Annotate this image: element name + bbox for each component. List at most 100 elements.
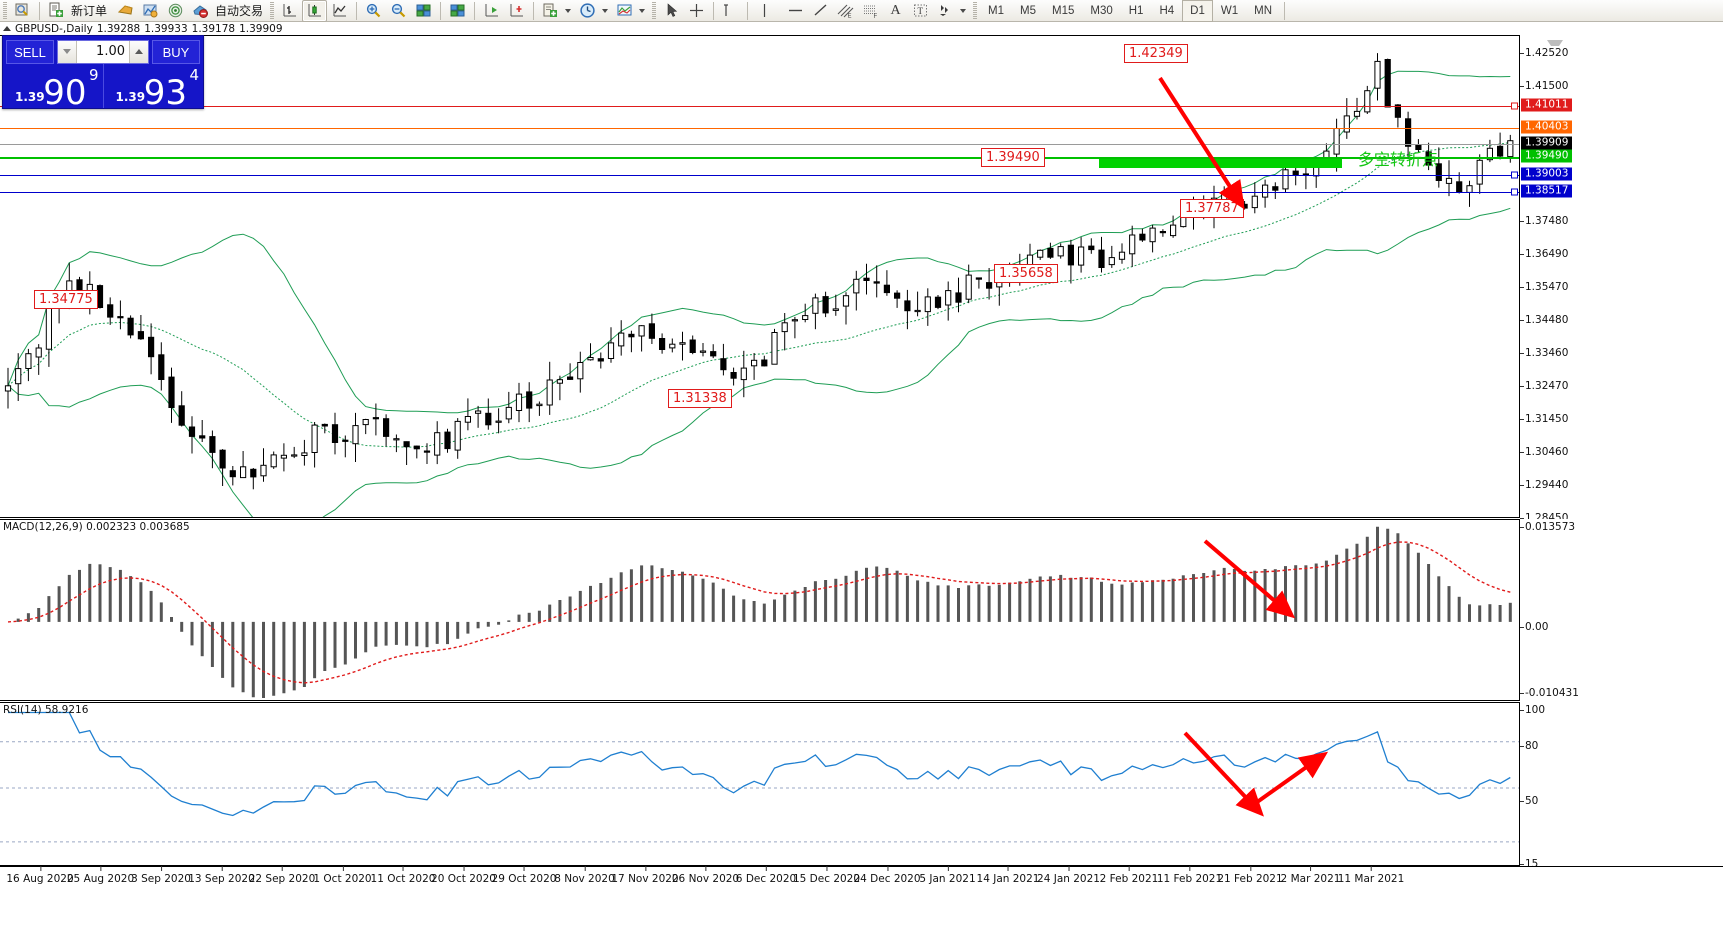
crosshair-icon[interactable] [684,0,709,22]
line-handle-141011[interactable] [1511,102,1518,110]
period-icon[interactable] [575,0,600,22]
horizontal-line-icon[interactable] [752,0,777,22]
toolbar-separator-7 [713,1,715,20]
text-icon[interactable]: A [890,2,901,18]
support-line-139490[interactable] [0,157,1519,159]
history-icon[interactable] [113,0,138,22]
timeframe-w1[interactable]: W1 [1220,4,1239,17]
macd-series [7,526,1512,698]
time-tick: 13 Sep 2020 [188,866,255,885]
timeframe-m1[interactable]: M1 [988,4,1005,17]
price-axis[interactable]: 1.42520 1.41500 1.37480 1.36490 1.35470 … [1519,35,1723,524]
buy-price-prefix: 1.39 [115,90,146,104]
navigator-icon[interactable] [163,0,188,22]
timeframe-mn[interactable]: MN [1254,4,1272,17]
auto-trading-icon[interactable] [188,0,213,22]
tile-windows-icon[interactable] [411,0,436,22]
zoom-out-icon[interactable] [386,0,411,22]
timeframe-m5[interactable]: M5 [1020,4,1036,17]
line-segment-icon[interactable] [783,0,808,22]
new-order-label[interactable]: 新订单 [71,4,108,18]
bar-chart-icon[interactable] [277,0,302,22]
volume-stepper[interactable]: 1.00 [57,39,149,64]
text-label-icon[interactable]: T [908,0,933,22]
data-window-icon[interactable] [445,0,470,22]
period-dropdown-caret[interactable] [602,8,609,13]
zoom-inspect-icon[interactable] [10,0,35,22]
annotation-139490[interactable]: 1.39490 [981,148,1045,167]
new-order-button[interactable] [44,0,69,22]
timeframe-h1[interactable]: H1 [1128,4,1144,17]
zoom-in-icon[interactable] [361,0,386,22]
annotation-134775[interactable]: 1.34775 [34,290,98,309]
price-chart-plot[interactable]: 1.42349 1.39490 1.37787 1.35658 1.34775 … [0,35,1520,518]
indicators-icon[interactable] [538,0,563,22]
resistance-line-141011[interactable] [0,106,1519,107]
objects-icon[interactable] [933,0,958,22]
templates-dropdown-caret[interactable] [639,8,646,13]
volume-value[interactable]: 1.00 [96,43,125,59]
time-tick: 24 Jan 2021 [1037,866,1100,885]
sell-quote[interactable]: 1.39 90 9 [3,64,103,110]
macd-down-arrow [1203,539,1296,619]
line-handle-138517[interactable] [1511,188,1518,196]
annotation-135658[interactable]: 1.35658 [994,264,1058,283]
macd-arrow-overlay [1203,539,1296,619]
templates-icon[interactable] [612,0,637,22]
buy-button[interactable]: BUY [152,39,200,64]
blue-line-138517[interactable] [0,192,1519,193]
time-tick: 21 Feb 2021 [1217,866,1283,885]
auto-trading-label[interactable]: 自动交易 [215,4,264,18]
line-handle-139003[interactable] [1511,171,1518,179]
collapse-triangle-icon[interactable] [3,26,11,31]
trendline-icon[interactable] [808,0,833,22]
equidistant-channel-icon[interactable]: E [833,0,858,22]
toolbar-grip-2[interactable] [270,2,275,19]
time-tick: 26 Nov 2020 [671,866,740,885]
timeframe-m15[interactable]: M15 [1052,4,1075,17]
vertical-line-icon[interactable] [718,0,743,22]
toolbar-grip[interactable] [3,2,7,19]
scroll-indicator-icon [1547,40,1563,52]
macd-label: MACD(12,26,9) 0.002323 0.003685 [3,521,190,533]
time-tick: 15 Dec 2020 [792,866,861,885]
line-chart-icon[interactable] [327,0,352,22]
shift-chart-icon[interactable] [479,0,504,22]
time-tick: 11 Oct 2020 [370,866,436,885]
macd-tick: 0.00 [1519,621,1549,633]
indicators-dropdown-caret[interactable] [565,8,572,13]
sell-price-prefix: 1.39 [15,90,45,104]
annotation-131338[interactable]: 1.31338 [668,389,732,408]
price-label-blue-1: 1.39003 [1521,167,1573,181]
timeframe-m30[interactable]: M30 [1090,4,1113,17]
cursor-icon[interactable] [659,0,684,22]
price-tick: 1.37480 [1519,215,1569,227]
time-tick: 22 Sep 2020 [248,866,316,885]
rsi-tick: 100 [1519,704,1546,716]
volume-decrement-icon[interactable] [58,40,77,63]
annotation-142349[interactable]: 1.42349 [1124,44,1188,63]
macd-plot[interactable]: MACD(12,26,9) 0.002323 0.003685 [0,519,1520,701]
toolbar-grip-3[interactable] [652,2,657,19]
timeframe-d1[interactable]: D1 [1182,0,1213,22]
volume-increment-icon[interactable] [129,40,148,63]
timeframe-h4[interactable]: H4 [1159,4,1175,17]
time-tick: 11 Mar 2021 [1337,866,1405,885]
price-tick: 1.35470 [1519,281,1569,293]
orange-line-140403[interactable] [0,128,1519,129]
rsi-plot[interactable]: RSI(14) 58.9216 [0,702,1520,866]
time-tick: 25 Aug 2020 [66,866,135,885]
one-click-trading-panel[interactable]: SELL 1.00 BUY 1.39 90 9 [2,35,204,110]
buy-quote[interactable]: 1.39 93 4 [102,64,204,110]
toolbar-grip-4[interactable] [973,2,978,19]
time-tick: 11 Feb 2021 [1156,866,1223,885]
auto-scroll-icon[interactable] [504,0,529,22]
time-tick: 1 Oct 2020 [313,866,372,885]
sell-button[interactable]: SELL [6,39,54,64]
fibonacci-icon[interactable]: F [858,0,883,22]
price-tick: 1.32470 [1519,380,1569,392]
market-watch-icon[interactable] [138,0,163,22]
objects-dropdown-caret[interactable] [960,8,967,13]
blue-line-139003[interactable] [0,175,1519,176]
candlestick-chart-icon[interactable] [302,0,328,22]
